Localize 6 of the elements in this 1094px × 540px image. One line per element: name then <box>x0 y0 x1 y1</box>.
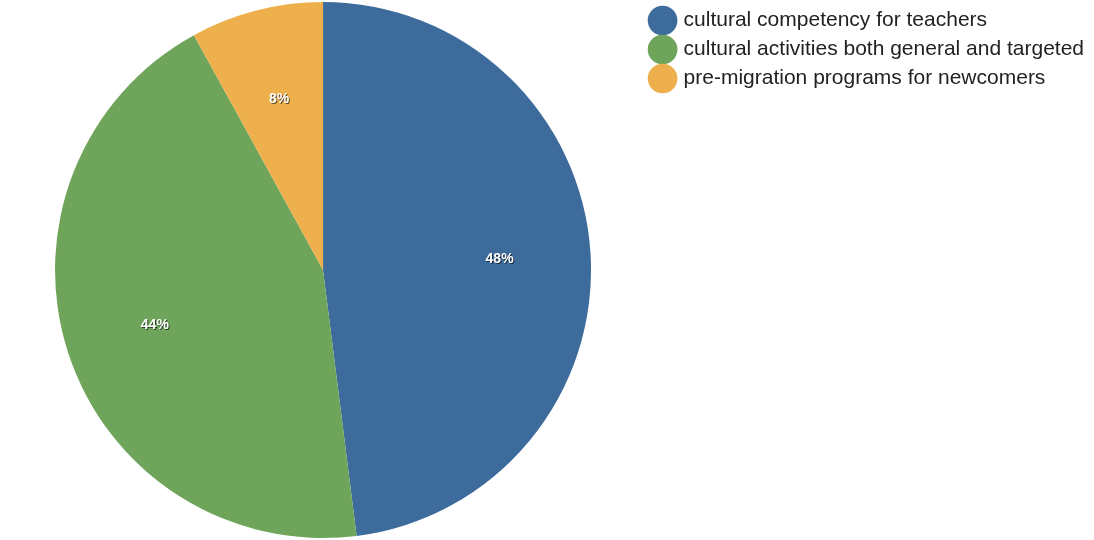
data-label: 44% <box>140 315 170 332</box>
legend-label: cultural activities both general and targeted <box>683 36 1085 60</box>
legend-label: pre-migration programs for newcomers <box>683 65 1046 89</box>
data-label: 48% <box>485 249 515 266</box>
legend-label: cultural competency for teachers <box>683 7 988 31</box>
data-label: 8% <box>268 89 290 106</box>
